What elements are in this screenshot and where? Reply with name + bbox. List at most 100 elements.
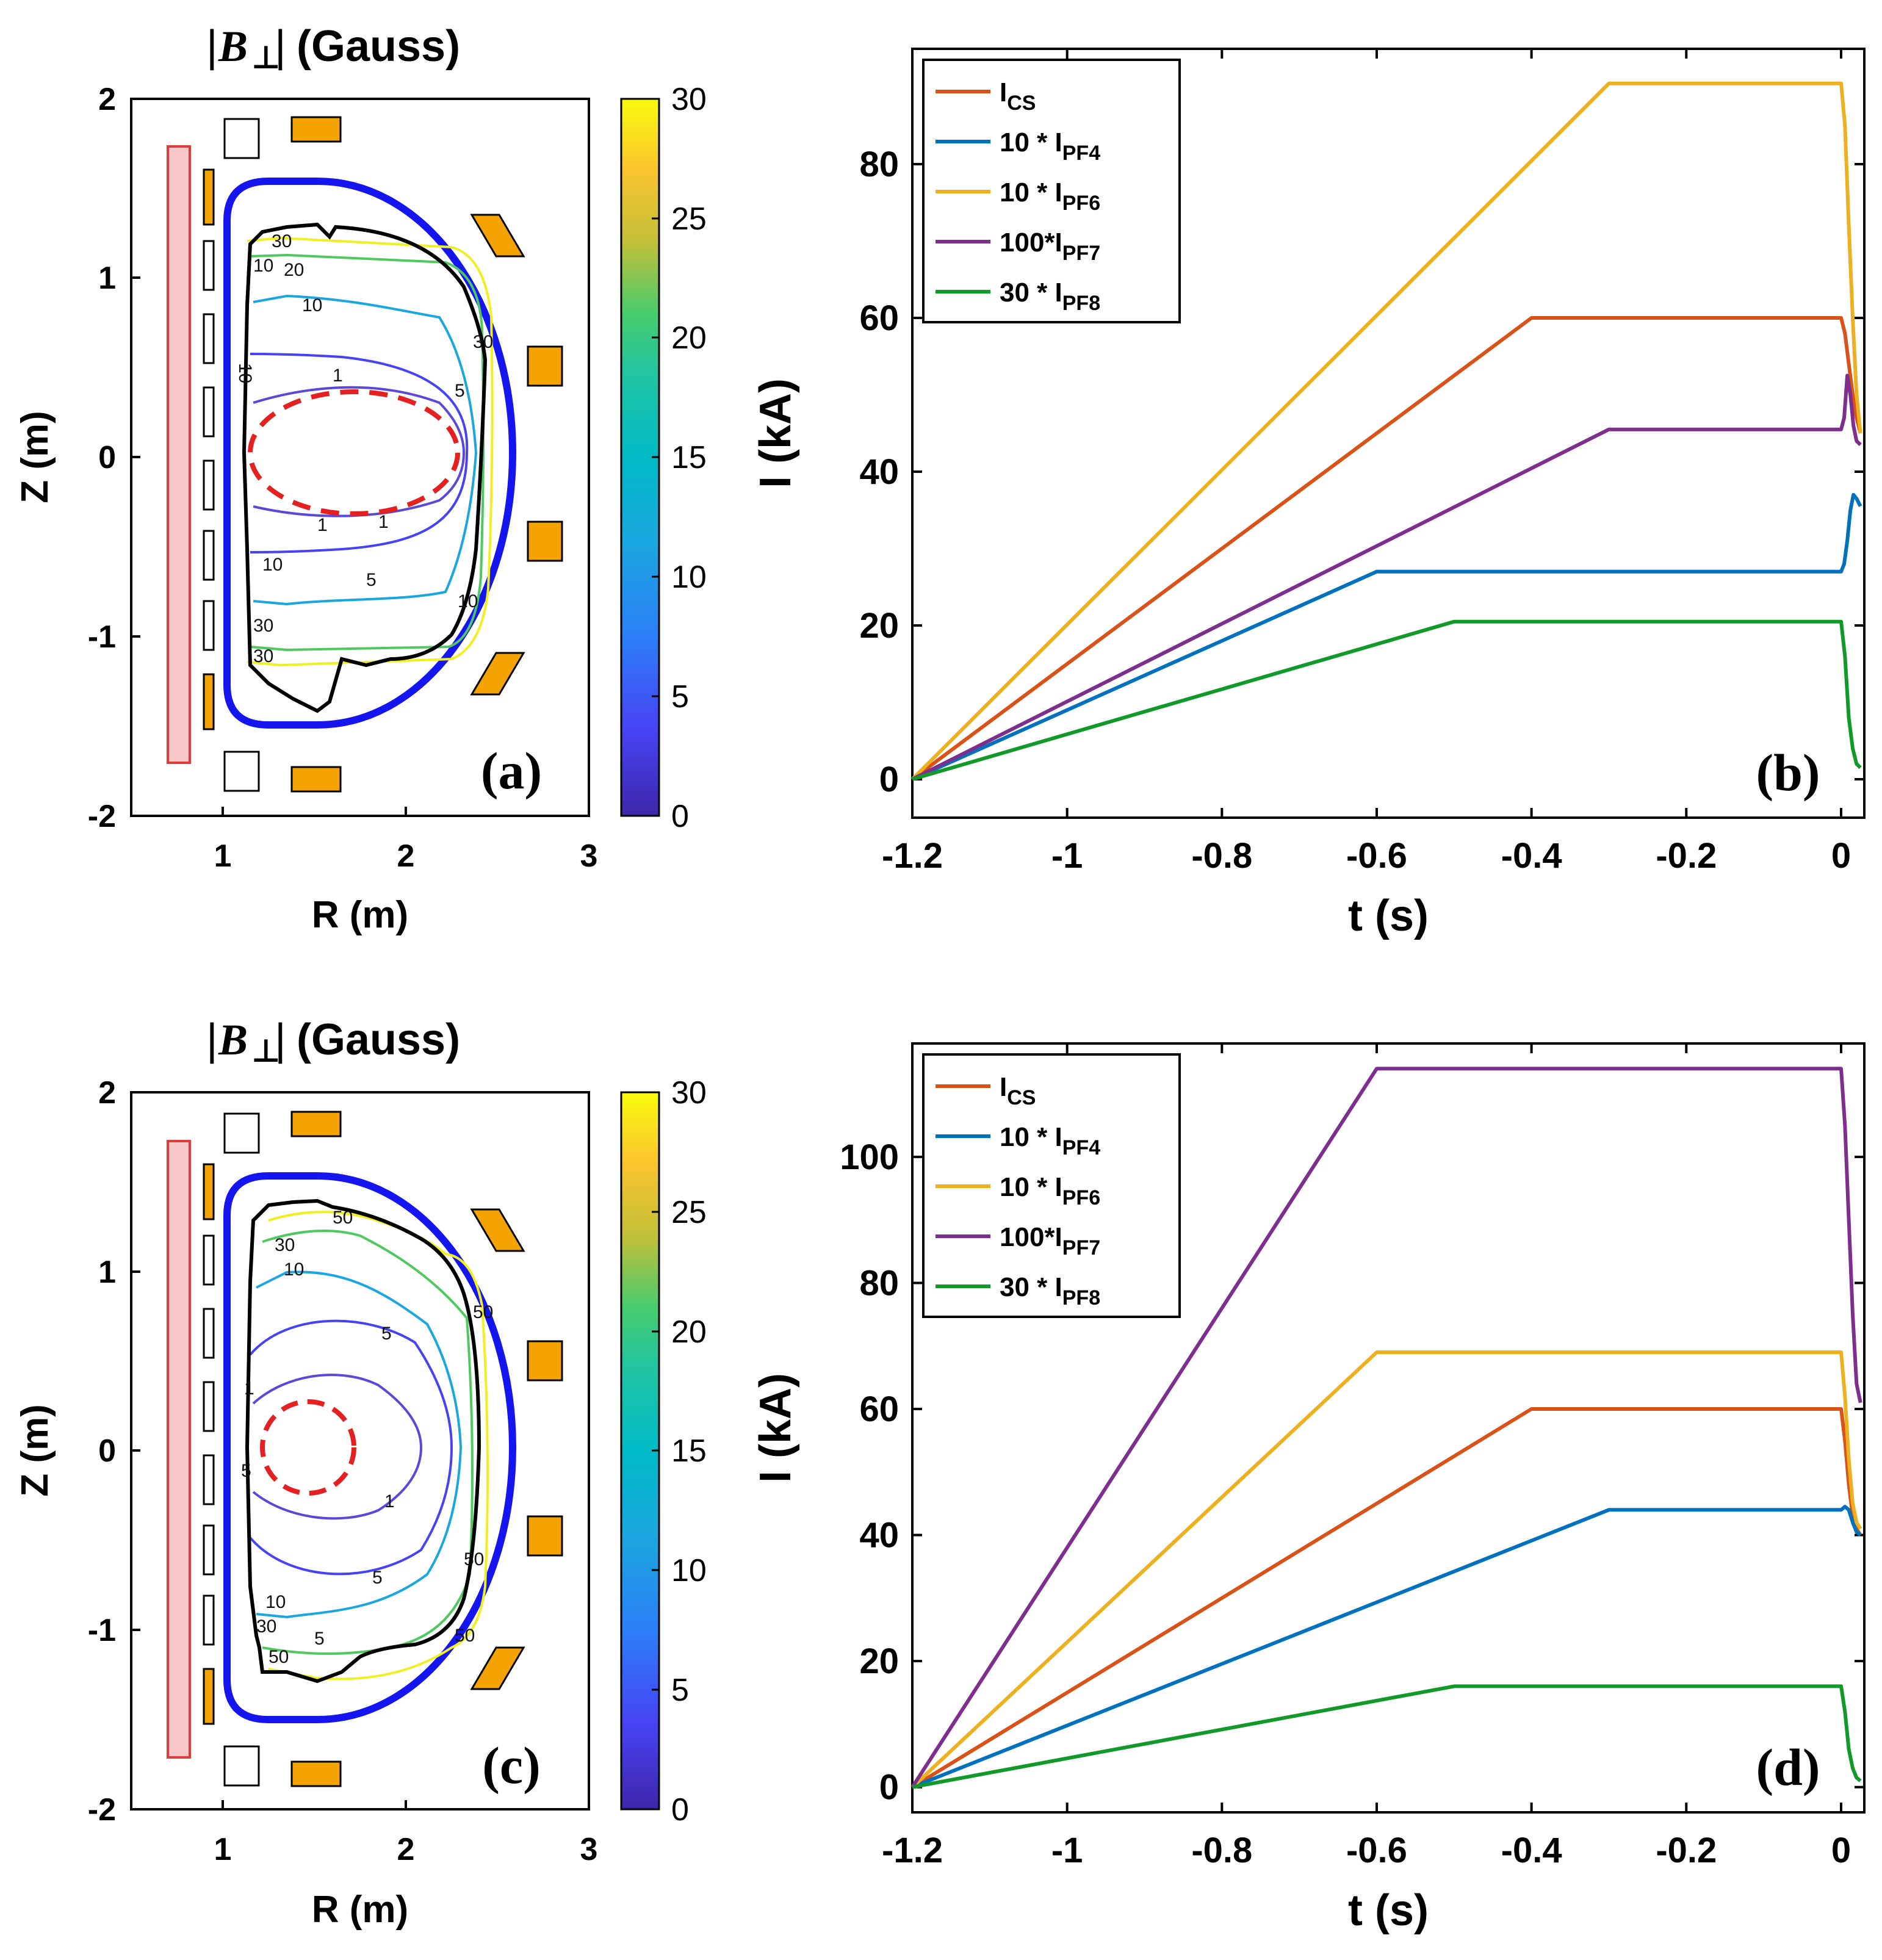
panel-c-contour-label: 5 (372, 1568, 383, 1588)
panel-a-axes-frame (130, 98, 590, 817)
panel-c-axes-frame (130, 1091, 590, 1810)
panel-c-contour-5 (249, 1319, 453, 1576)
panel-a-contour-labels: 30 10 20 10 1 10 5 1 1 5 10 30 10 30 30 (235, 231, 493, 666)
panel-a-contour-label: 1 (378, 512, 389, 532)
panel-b-series-pf4-line (911, 492, 1862, 781)
panel-a-ytick-label: -1 (88, 619, 116, 655)
panel-c-contour-label: 10 (265, 1592, 286, 1612)
panel-c-title-bar-right: | (275, 1015, 286, 1064)
panel-c-xlabel: R (m) (312, 1889, 408, 1931)
panel-a-contour-label: 10 (262, 555, 283, 575)
panel-c-contour-label: 50 (473, 1302, 493, 1322)
panel-c-title: | B ⊥ | (Gauss) (206, 1015, 460, 1069)
panel-a-xtick-label: 1 (214, 838, 232, 874)
panel-c-pf-coil-lower-inner (223, 1745, 260, 1787)
panel-a-colorbar-ticks (652, 217, 659, 697)
panel-b-xtick-label: 0 (1831, 836, 1851, 876)
panel-c-ytick-label: 1 (98, 1255, 116, 1290)
panel-c-yticks (131, 1091, 140, 1810)
panel-b-xtick-label: -1.2 (882, 836, 943, 876)
panel-c-ytick-label: 0 (98, 1433, 116, 1469)
panel-a-contour-label: 10 (458, 591, 478, 611)
panel-c-xtick-label: 2 (397, 1832, 415, 1867)
panel-b-legend-subscript: PF6 (1062, 192, 1100, 215)
panel-a-contour-label: 10 (235, 363, 255, 383)
panel-a-contour-10 (253, 294, 478, 606)
panel-c-colorbar-label: 15 (671, 1433, 707, 1469)
panel-c-contour-label: 50 (455, 1626, 475, 1646)
panel-d-legend-subscript: PF6 (1062, 1186, 1100, 1209)
panel-d-legend-subscript: CS (1007, 1086, 1036, 1109)
panel-c-cs-coil-stack (203, 1163, 215, 1725)
panel-d-xtick-label: -0.6 (1346, 1831, 1407, 1870)
panel-a-ytick-label: -2 (88, 799, 116, 834)
panel-c-colorbar-label: 25 (671, 1195, 707, 1230)
panel-a-ytick-label: 2 (98, 82, 116, 117)
panel-c-contour-label: 50 (464, 1549, 484, 1569)
panel-a-xtick-label: 2 (397, 838, 415, 874)
panel-a-contour-label: 5 (366, 570, 377, 590)
panel-d: -1.2 -1 -0.8 -0.6 -0.4 -0.2 0020406080100ICS10… (751, 1042, 1866, 1935)
panel-a-contour-label: 30 (253, 646, 273, 666)
panel-c-colorbar-labels: 30 25 20 15 10 5 0 (671, 1075, 707, 1828)
panel-b-series-pf8-line (912, 619, 1862, 781)
panel-a-colorbar-labels: 30 25 20 15 10 5 0 (671, 82, 707, 834)
panel-c-title-subscript: ⊥ (251, 1034, 281, 1069)
panel-c-contour-label: 30 (275, 1235, 295, 1255)
panel-c-ytick-labels: 2 1 0 -1 -2 (88, 1075, 116, 1828)
panel-a-ytick-labels: 2 1 0 -1 -2 (88, 82, 116, 834)
panel-c-inner-coils (203, 1234, 215, 1646)
panel-c-title-bar-left: | (206, 1015, 218, 1064)
panel-c-contour-label: 1 (244, 1378, 254, 1399)
panel-c-xtick-label: 1 (214, 1832, 232, 1867)
panel-d-ytick-label: 100 (840, 1137, 899, 1177)
panel-a-pf-coil-lower-inner (223, 751, 260, 792)
panel-a-lcfs-black (242, 222, 488, 713)
panel-a-contour-label: 30 (253, 616, 273, 636)
panel-b-series-cs-line (911, 316, 1862, 781)
panel-c-contour-50 (268, 1211, 489, 1681)
panel-c-label: (c) (482, 1736, 540, 1795)
panel-a-pf-coils-outer (290, 116, 563, 793)
panel-b-ytick-label: 0 (879, 760, 899, 799)
panel-c-contour-label: 1 (384, 1491, 395, 1511)
panel-a-ytick-label: 1 (98, 261, 116, 296)
panel-d-series-pf6-line (910, 1350, 1862, 1789)
panel-d-xtick-label: -0.4 (1501, 1831, 1562, 1870)
panel-c-plasma-boundary (260, 1399, 356, 1496)
panel-d-series-pf4-line (911, 1505, 1862, 1789)
panel-c-contour-labels: 50 30 10 5 1 5 1 5 10 30 50 5 50 50 50 (241, 1208, 493, 1667)
panel-c-pf-coil-upper-inner (223, 1112, 260, 1154)
panel-c-contour-1 (252, 1374, 423, 1520)
panel-c-title-symbol: B (218, 1015, 248, 1064)
panel-b-ytick-label: 60 (859, 298, 899, 338)
panel-a: | B ⊥ | (Gauss) (14, 22, 707, 936)
panel-d-xtick-label: -0.2 (1656, 1831, 1717, 1870)
panel-a-label: (a) (481, 741, 542, 800)
panel-a-contour-label: 10 (253, 256, 273, 276)
panel-c-geometry: 50 30 10 5 1 5 1 5 10 30 50 5 50 50 50 (167, 1111, 563, 1787)
panel-c-contour-label: 5 (241, 1461, 251, 1481)
panel-c-xtick-label: 3 (580, 1832, 598, 1867)
panel-b-legend-subscript: PF4 (1062, 142, 1100, 165)
panel-a-contour-label: 1 (333, 366, 343, 386)
panel-a-geometry: 30 10 20 10 1 10 5 1 1 5 10 30 10 30 30 (167, 116, 563, 793)
panel-c-colorbar-label: 0 (671, 1792, 689, 1828)
panel-a-contour-20 (250, 253, 485, 652)
panel-a-xtick-labels: 1 2 3 (214, 838, 598, 874)
panel-a-contour-label: 20 (284, 260, 304, 280)
panel-a-contour-label: 1 (317, 515, 328, 535)
panel-d-xtick-label: -0.8 (1191, 1831, 1252, 1870)
panel-d-xtick-label: -1 (1051, 1831, 1083, 1870)
panel-a-contour-label: 5 (455, 381, 465, 401)
panel-c-title-unit: (Gauss) (297, 1015, 460, 1064)
panel-a-ytick-label: 0 (98, 440, 116, 475)
panel-a-colorbar-label: 10 (671, 560, 707, 595)
panel-a-title-unit: (Gauss) (297, 22, 460, 71)
panel-a-contour-1 (253, 386, 466, 517)
panel-b-xlabel: t (s) (1348, 892, 1429, 940)
panel-a-contour-5 (250, 353, 469, 553)
panel-a-inner-coils (203, 240, 215, 651)
panel-a-colorbar-label: 30 (671, 82, 707, 117)
panel-c-contour-label: 5 (314, 1629, 325, 1649)
